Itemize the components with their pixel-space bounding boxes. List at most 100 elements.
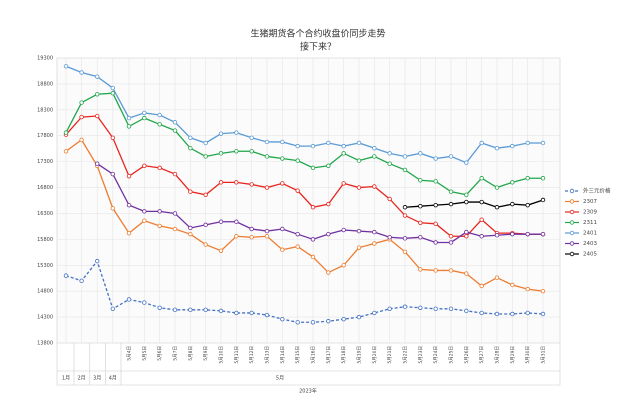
data-point: [110, 135, 115, 140]
data-point: [126, 230, 132, 236]
data-point: [203, 192, 208, 197]
data-point: [418, 151, 423, 156]
x-tick-label: 5月25日: [449, 346, 455, 364]
data-point: [264, 154, 270, 159]
data-point: [234, 234, 239, 239]
x-tick-label: 5月9日: [203, 346, 209, 361]
data-point: [94, 258, 100, 264]
data-point: [126, 202, 132, 208]
x-tick-label: 5月19日: [357, 346, 363, 364]
data-point: [372, 154, 377, 159]
x-tick-label: 5月29日: [510, 346, 516, 364]
data-point: [433, 306, 438, 311]
data-point: [142, 209, 147, 214]
data-point: [479, 310, 484, 316]
data-point: [172, 171, 178, 177]
data-point: [218, 180, 224, 185]
data-point: [188, 189, 193, 194]
data-point: [479, 176, 484, 181]
data-point: [464, 308, 469, 314]
data-point: [172, 211, 178, 216]
data-point: [218, 308, 224, 314]
data-point: [188, 135, 193, 140]
data-point: [341, 143, 346, 149]
x-tick-label: 5月11日: [234, 346, 240, 364]
data-point: [157, 122, 162, 127]
x-tick-label: 3月: [93, 376, 101, 382]
data-point: [494, 145, 500, 151]
x-tick-label: 5月18日: [341, 346, 347, 364]
data-point: [218, 151, 224, 156]
data-point: [79, 114, 84, 120]
data-point: [94, 113, 100, 119]
data-point: [433, 179, 438, 184]
data-point: [433, 202, 438, 208]
data-point: [280, 316, 285, 322]
data-point: [79, 137, 84, 143]
y-tick-label: 16800: [37, 185, 53, 191]
data-point: [188, 307, 193, 313]
data-point: [402, 205, 408, 210]
data-point: [234, 180, 239, 185]
legend-marker: [569, 209, 575, 215]
data-point: [510, 282, 515, 288]
data-point: [326, 231, 331, 237]
data-point: [157, 165, 162, 171]
data-point: [63, 149, 69, 154]
data-point: [310, 320, 316, 325]
data-point: [464, 229, 469, 235]
data-point: [525, 310, 530, 316]
data-point: [249, 310, 254, 316]
data-point: [142, 163, 147, 168]
data-point: [372, 310, 377, 316]
data-point: [418, 235, 423, 240]
x-tick-label: 5月8日: [188, 346, 194, 361]
data-point: [110, 306, 115, 311]
data-point: [341, 227, 346, 233]
data-point: [110, 85, 115, 91]
x-year-label: 2023年: [299, 388, 317, 395]
data-point: [234, 219, 239, 224]
data-point: [494, 311, 500, 317]
data-point: [402, 167, 408, 173]
chart-title: 生猪期货各个合约收盘价同步走势: [250, 28, 385, 40]
data-point: [280, 156, 285, 161]
data-point: [510, 143, 515, 149]
data-point: [310, 254, 316, 260]
x-tick-label: 4月: [109, 376, 117, 382]
data-point: [188, 231, 193, 237]
data-point: [479, 234, 484, 239]
data-point: [310, 143, 316, 149]
data-point: [234, 310, 239, 316]
data-point: [540, 231, 546, 237]
x-tick-label: 5月13日: [265, 346, 271, 364]
data-point: [110, 171, 115, 177]
data-point: [341, 263, 346, 268]
data-point: [372, 145, 377, 151]
data-point: [387, 306, 392, 311]
legend-marker: [569, 220, 575, 225]
x-tick-label: 5月7日: [173, 346, 179, 361]
series-line: [65, 115, 543, 237]
data-point: [172, 120, 178, 125]
data-point: [110, 206, 115, 211]
data-point: [494, 233, 500, 238]
legend-label: 2307: [583, 199, 597, 205]
data-point: [494, 275, 500, 280]
data-point: [510, 311, 515, 317]
data-point: [540, 197, 546, 203]
data-point: [372, 184, 377, 189]
data-point: [142, 115, 147, 121]
x-tick-label: 5月22日: [403, 346, 409, 364]
data-point: [110, 91, 115, 96]
x-tick-label: 5月16日: [311, 346, 317, 364]
data-point: [172, 307, 178, 313]
data-point: [402, 249, 408, 254]
data-point: [264, 139, 270, 145]
data-point: [356, 185, 362, 190]
data-point: [79, 278, 84, 284]
legend-marker: [569, 251, 575, 257]
data-point: [126, 124, 132, 129]
data-point: [525, 140, 530, 146]
